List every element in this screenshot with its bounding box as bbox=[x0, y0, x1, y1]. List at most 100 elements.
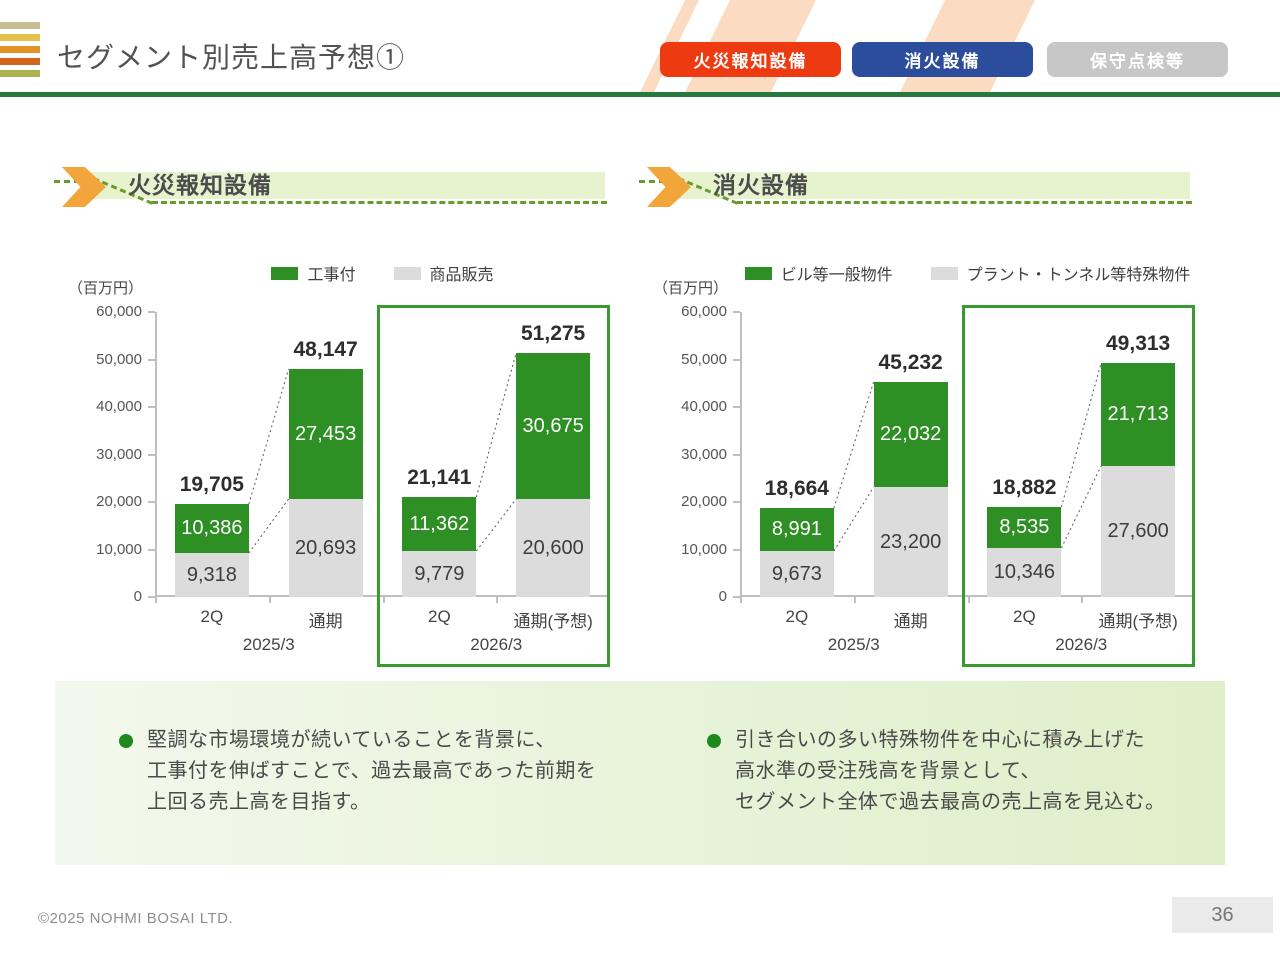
y-tick-label: 50,000 bbox=[96, 350, 142, 368]
x-tick-mark bbox=[268, 597, 271, 603]
y-tick-label: 60,000 bbox=[96, 303, 142, 320]
axis-unit-label: （百万円） bbox=[68, 280, 144, 297]
logo-bar bbox=[0, 34, 40, 41]
legend-item: 商品販売 bbox=[393, 261, 494, 285]
y-tick-mark bbox=[733, 406, 740, 408]
comment-line: 高水準の受注残高を背景として、 bbox=[735, 760, 1041, 782]
stacked-bar-segment-top: 30,675 bbox=[516, 353, 591, 499]
y-tick-label: 60,000 bbox=[681, 303, 727, 320]
page-title: セグメント別売上高予想① bbox=[57, 42, 406, 73]
legend-swatch bbox=[271, 266, 299, 280]
section-banner bbox=[673, 172, 1190, 199]
section-header-fire-extinguishing: 消火設備 bbox=[639, 165, 1197, 215]
y-tick-label: 0 bbox=[133, 588, 142, 605]
commentary-panel: 堅調な市場環境が続いていることを背景に、 工事付を伸ばすことで、過去最高であった前… bbox=[55, 681, 1225, 865]
group-label: 2025/3 bbox=[242, 635, 295, 654]
y-tick-mark bbox=[148, 406, 155, 408]
stacked-bar-segment-top: 8,991 bbox=[759, 508, 834, 551]
y-tick-mark bbox=[733, 548, 740, 551]
category-label: 2Q bbox=[1013, 607, 1036, 626]
y-tick-mark bbox=[148, 453, 155, 456]
stacked-bar-segment-bottom: 9,673 bbox=[759, 551, 834, 597]
chart-legend: 工事付 商品販売 bbox=[155, 261, 610, 285]
legend-item: ビル等一般物件 bbox=[744, 261, 893, 285]
comment-fire-alarm: 堅調な市場環境が続いていることを背景に、 工事付を伸ばすことで、過去最高であった前… bbox=[119, 725, 664, 818]
x-tick-mark bbox=[382, 597, 385, 603]
header-divider bbox=[0, 92, 1280, 97]
forecast-highlight-box bbox=[377, 305, 610, 667]
page-number: 36 bbox=[1172, 897, 1273, 933]
y-tick-mark bbox=[148, 358, 155, 361]
total-value-label: 49,313 bbox=[1106, 332, 1171, 355]
category-label: 通期 bbox=[893, 612, 928, 631]
y-tick-label: 40,000 bbox=[681, 398, 727, 415]
legend-swatch bbox=[744, 266, 772, 280]
logo-bar bbox=[0, 46, 40, 53]
legend-swatch bbox=[930, 266, 958, 280]
category-label: 2Q bbox=[785, 607, 809, 626]
y-tick-mark bbox=[733, 311, 740, 313]
group-label: 2026/3 bbox=[1055, 635, 1108, 654]
tab-fire-extinguishing-systems[interactable]: 消火設備 bbox=[852, 42, 1033, 77]
logo-bar bbox=[0, 70, 40, 77]
y-tick-mark bbox=[733, 501, 740, 503]
stacked-bar-segment-top: 8,535 bbox=[987, 507, 1062, 548]
x-tick-mark bbox=[967, 597, 970, 603]
y-tick-mark bbox=[148, 501, 155, 503]
dashed-line bbox=[639, 180, 665, 183]
stacked-bar-segment-bottom: 20,693 bbox=[288, 499, 363, 597]
category-label: 通期(予想) bbox=[1098, 612, 1178, 631]
plot-area bbox=[155, 312, 610, 597]
category-label: 2Q bbox=[200, 607, 224, 626]
x-tick-mark bbox=[1081, 597, 1084, 603]
axis-unit-label: （百万円） bbox=[653, 280, 729, 297]
group-label: 2026/3 bbox=[470, 635, 523, 654]
y-tick-mark bbox=[733, 453, 740, 456]
nohmi-logo-icon bbox=[0, 22, 40, 82]
dashed-line bbox=[54, 180, 80, 183]
x-tick-mark bbox=[853, 597, 856, 603]
group-label: 2025/3 bbox=[827, 635, 880, 654]
total-value-label: 18,664 bbox=[764, 477, 829, 500]
legend-label: 工事付 bbox=[307, 267, 356, 284]
dashed-line bbox=[737, 201, 1192, 204]
legend-item: プラント・トンネル等特殊物件 bbox=[930, 261, 1191, 285]
stacked-bar-segment-bottom: 23,200 bbox=[873, 487, 948, 597]
comment-line: 引き合いの多い特殊物件を中心に積み上げた bbox=[735, 729, 1145, 751]
category-label: 2Q bbox=[428, 607, 451, 626]
stacked-bar-segment-top: 21,713 bbox=[1101, 363, 1176, 466]
x-tick-mark bbox=[740, 597, 742, 603]
category-label: 通期 bbox=[308, 612, 343, 631]
stacked-bar-segment-top: 10,386 bbox=[174, 504, 249, 553]
total-value-label: 45,232 bbox=[878, 351, 943, 374]
y-tick-label: 50,000 bbox=[681, 350, 727, 368]
stacked-bar-segment-bottom: 27,600 bbox=[1101, 466, 1176, 597]
total-value-label: 48,147 bbox=[293, 338, 358, 361]
chart-fire-extinguishing-sales: ビル等一般物件 プラント・トンネル等特殊物件 （百万円） 0 10,000 20,000 3… bbox=[645, 258, 1201, 678]
stacked-bar-segment-bottom: 9,318 bbox=[174, 553, 249, 597]
tab-fire-alarm-systems[interactable]: 火災報知設備 bbox=[660, 42, 841, 77]
y-tick-label: 10,000 bbox=[96, 540, 142, 558]
total-value-label: 21,141 bbox=[407, 466, 472, 489]
stacked-bar-segment-top: 27,453 bbox=[288, 369, 363, 499]
y-tick-mark bbox=[148, 311, 155, 313]
y-tick-label: 20,000 bbox=[96, 493, 142, 510]
legend-swatch bbox=[393, 266, 421, 280]
y-tick-mark bbox=[148, 548, 155, 551]
forecast-highlight-box bbox=[962, 305, 1195, 667]
tab-maintenance-services[interactable]: 保守点検等 bbox=[1047, 42, 1228, 77]
x-tick-mark bbox=[155, 597, 157, 603]
section-header-fire-alarm: 火災報知設備 bbox=[54, 165, 612, 215]
category-label: 通期(予想) bbox=[513, 612, 593, 631]
bullet-icon bbox=[119, 734, 133, 748]
legend-label: プラント・トンネル等特殊物件 bbox=[966, 267, 1191, 284]
legend-label: ビル等一般物件 bbox=[780, 267, 893, 284]
chart-fire-alarm-sales: 工事付 商品販売 （百万円） 0 10,000 20,000 30,000 40,000 50,… bbox=[60, 258, 616, 678]
section-banner bbox=[88, 172, 605, 199]
x-tick-mark bbox=[496, 597, 499, 603]
logo-bar bbox=[0, 22, 40, 29]
comment-line: セグメント全体で過去最高の売上高を見込む。 bbox=[735, 791, 1166, 813]
legend-item: 工事付 bbox=[271, 261, 356, 285]
y-tick-mark bbox=[733, 358, 740, 361]
